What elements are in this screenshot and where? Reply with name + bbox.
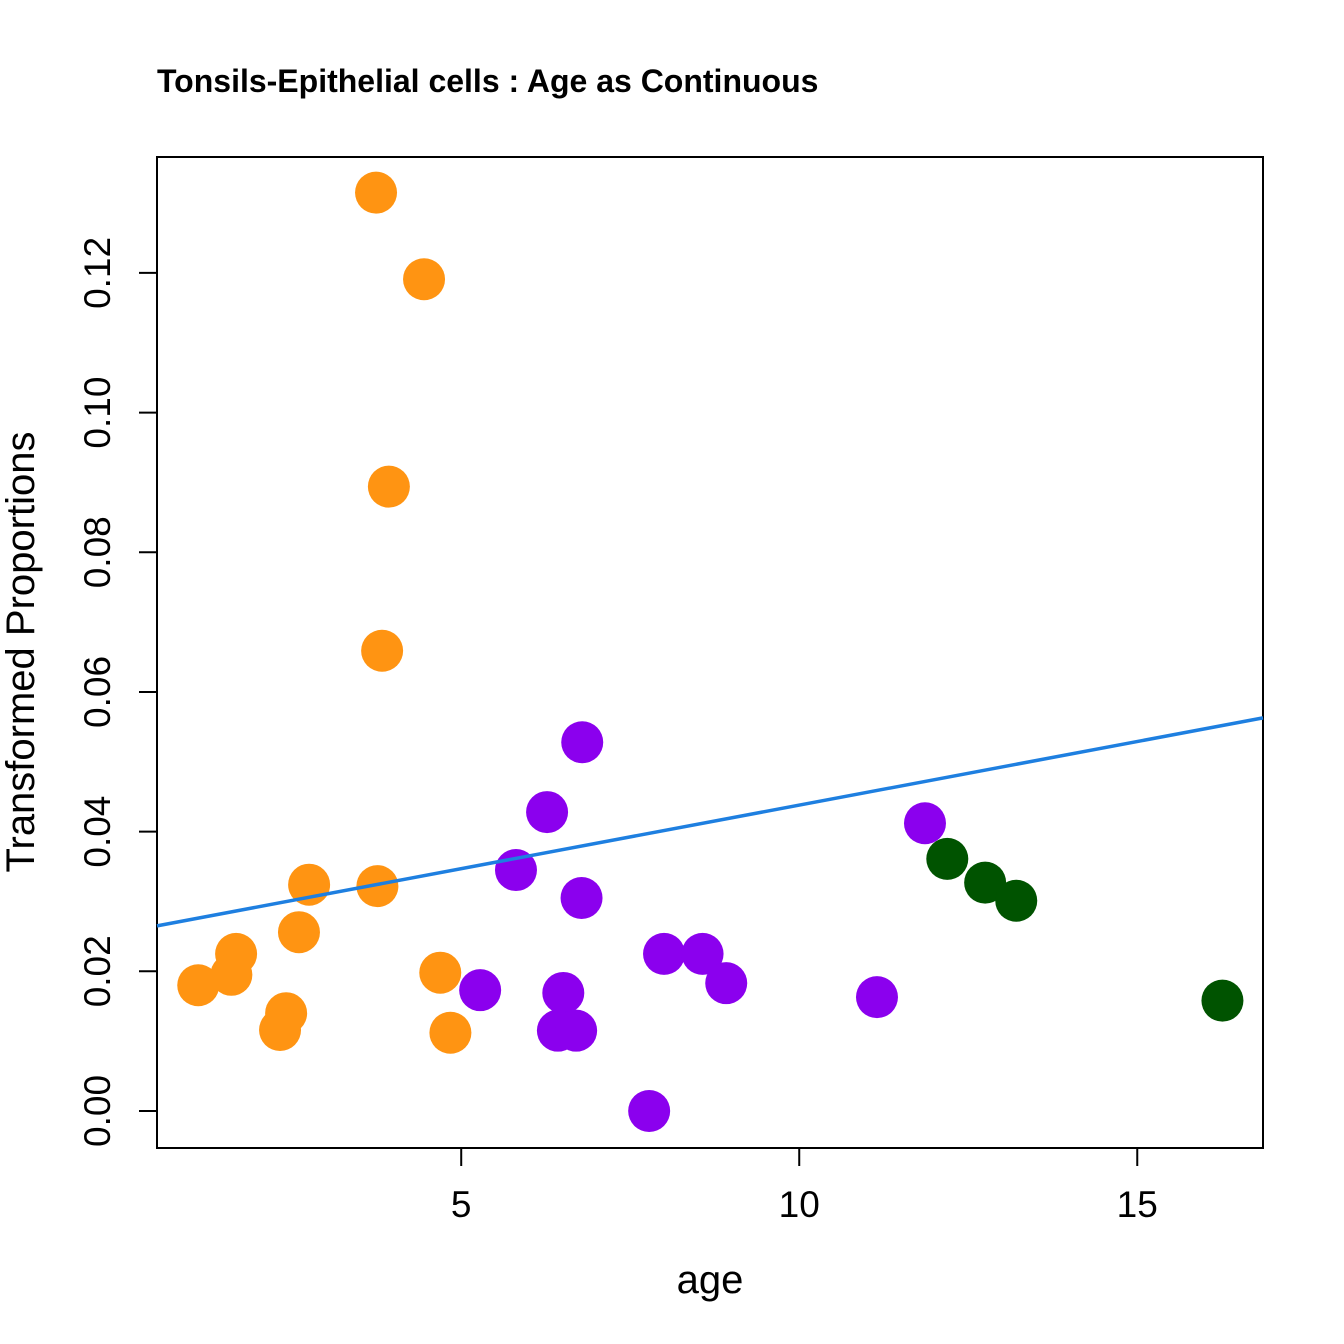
data-point-orange: [210, 953, 253, 996]
y-axis-label: Transformed Proportions: [0, 432, 43, 873]
x-tick-label: 10: [779, 1184, 820, 1225]
chart-title: Tonsils-Epithelial cells : Age as Contin…: [157, 63, 818, 99]
y-tick-label: 0.12: [77, 237, 118, 309]
y-tick-label: 0.08: [77, 516, 118, 588]
y-tick-label: 0.04: [77, 796, 118, 868]
data-point-orange: [367, 465, 410, 508]
data-point-purple: [560, 876, 603, 919]
data-point-orange: [259, 1008, 302, 1051]
data-point-green: [1201, 979, 1244, 1022]
data-point-purple: [681, 932, 724, 975]
data-point-orange: [429, 1011, 472, 1054]
x-tick-label: 5: [451, 1184, 472, 1225]
data-point-green: [964, 861, 1007, 904]
regression-line-group: [156, 716, 1264, 928]
regression-line: [156, 716, 1264, 928]
y-tick-label: 0.00: [77, 1075, 118, 1147]
data-point-orange: [403, 258, 446, 301]
data-point-orange: [361, 629, 404, 672]
data-point-orange: [277, 911, 320, 954]
x-axis: 5 10 15: [451, 1147, 1158, 1225]
data-point-green: [995, 879, 1038, 922]
y-tick-label: 0.10: [77, 377, 118, 449]
x-tick-label: 15: [1117, 1184, 1158, 1225]
data-point-orange: [177, 964, 220, 1007]
data-point-purple: [643, 932, 686, 975]
data-point-purple: [526, 791, 569, 834]
data-point-purple: [628, 1089, 671, 1132]
y-tick-label: 0.06: [77, 656, 118, 728]
data-point-purple: [459, 969, 502, 1012]
data-point-orange: [419, 951, 462, 994]
data-point-green: [926, 837, 969, 880]
data-point-purple: [555, 1009, 598, 1052]
y-axis: 0.00 0.02 0.04 0.06 0.08 0.10 0.12: [77, 237, 158, 1147]
data-point-purple: [903, 802, 946, 845]
data-point-purple: [705, 962, 748, 1005]
data-point-orange: [355, 171, 398, 214]
data-point-purple: [855, 976, 898, 1019]
x-axis-label: age: [677, 1258, 744, 1302]
data-point-purple: [561, 721, 604, 764]
data-points: [177, 171, 1244, 1132]
plot-frame: [156, 156, 1264, 1149]
data-point-purple: [542, 971, 585, 1014]
y-tick-label: 0.02: [77, 935, 118, 1007]
